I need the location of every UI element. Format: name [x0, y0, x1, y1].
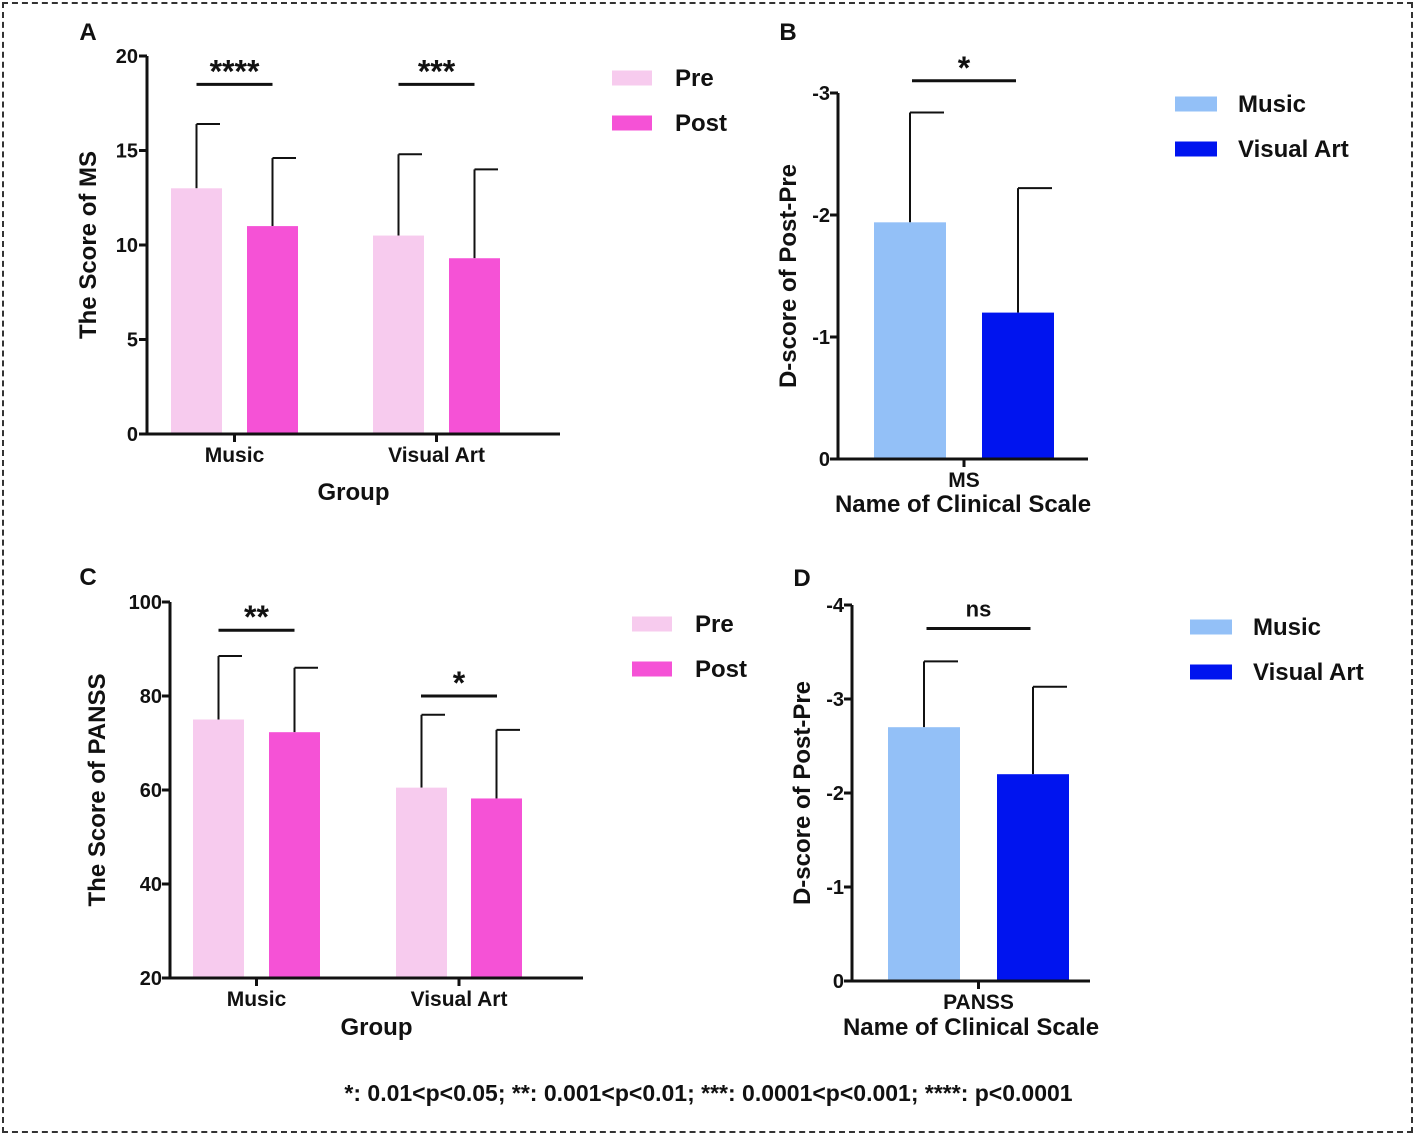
- panel-d-y-tick-label: -4: [826, 595, 845, 617]
- panel-a-significance-label: ****: [210, 53, 260, 89]
- panel-d-x-axis-title: Name of Clinical Scale: [843, 1014, 1099, 1041]
- panel-d-y-tick-label: -2: [826, 783, 844, 805]
- panel-b-bar-music-ms: [874, 222, 946, 459]
- panel-a-x-category-label: Visual Art: [388, 444, 485, 467]
- panel-d-y-tick-label: -3: [826, 689, 844, 711]
- significance-footnote: *: 0.01<p<0.05; **: 0.001<p<0.01; ***: 0…: [344, 1080, 1073, 1106]
- panel-a-significance-label: ***: [418, 53, 456, 89]
- panel-c-legend-label-pre: Pre: [695, 611, 734, 638]
- panel-b-legend-label-visual-art: Visual Art: [1238, 136, 1349, 163]
- panel-d-bar-visual-art-panss: [997, 774, 1069, 981]
- panel-c-y-axis-title: The Score of PANSS: [84, 674, 111, 907]
- panel-b-significance-label: *: [958, 50, 971, 86]
- panel-c-y-tick-label: 60: [140, 780, 162, 802]
- panel-b-x-axis-title: Name of Clinical Scale: [835, 491, 1091, 518]
- panel-d-letter: D: [793, 565, 810, 592]
- panel-d-y-tick-label: 0: [833, 971, 844, 993]
- panel-d-y-axis-title: D-score of Post-Pre: [789, 681, 816, 905]
- panel-a-x-category-label: Music: [205, 444, 265, 467]
- panel-a-legend-label-post: Post: [675, 110, 727, 137]
- panel-c-y-tick-label: 100: [129, 592, 162, 614]
- panel-a-y-tick-label: 5: [127, 330, 138, 352]
- panel-a-bar-pre-music: [171, 188, 222, 434]
- panel-c-x-category-label: Visual Art: [411, 988, 508, 1011]
- panel-d-legend-label-visual-art: Visual Art: [1253, 659, 1364, 686]
- panel-c-y-tick-label: 40: [140, 874, 162, 896]
- panel-a-legend-label-pre: Pre: [675, 65, 714, 92]
- panel-d-significance-label: ns: [966, 597, 992, 622]
- panel-d-bar-music-panss: [888, 727, 960, 981]
- panel-b-y-axis-title: D-score of Post-Pre: [775, 164, 802, 388]
- panel-a-letter: A: [79, 19, 96, 46]
- panel-b-y-tick-label: 0: [819, 449, 830, 471]
- panel-c-significance-label: *: [453, 665, 466, 701]
- panel-a-y-tick-label: 20: [116, 46, 138, 68]
- panel-c-legend-label-post: Post: [695, 656, 747, 683]
- panel-b-letter: B: [779, 19, 796, 46]
- panel-d-legend-swatch-visual-art: [1190, 664, 1232, 680]
- panel-a-bar-post-visual-art: [449, 258, 500, 434]
- panel-a-legend-swatch-pre: [612, 70, 652, 86]
- panel-c-bar-post-visual-art: [471, 798, 522, 978]
- panel-b-legend-label-music: Music: [1238, 91, 1306, 118]
- panel-a-x-axis-title: Group: [318, 479, 390, 506]
- panel-d-legend-label-music: Music: [1253, 614, 1321, 641]
- panel-c-legend-swatch-post: [632, 661, 672, 677]
- panel-b-y-tick-label: -1: [812, 327, 830, 349]
- panel-a-y-tick-label: 15: [116, 141, 138, 163]
- panel-c-x-axis-title: Group: [341, 1014, 413, 1041]
- panel-c-letter: C: [79, 564, 96, 591]
- panel-b-x-category-label: MS: [948, 469, 980, 492]
- panel-c-bar-pre-music: [193, 719, 244, 978]
- panel-c-y-tick-label: 20: [140, 968, 162, 990]
- panel-d-x-category-label: PANSS: [943, 991, 1014, 1014]
- panel-c-bar-post-music: [269, 732, 320, 978]
- panel-b-y-tick-label: -3: [812, 83, 830, 105]
- panel-a-y-tick-label: 10: [116, 235, 138, 257]
- panel-b-legend-swatch-music: [1175, 96, 1217, 112]
- panel-b-y-tick-label: -2: [812, 205, 830, 227]
- panel-c-bar-pre-visual-art: [396, 787, 447, 978]
- panel-c-significance-label: **: [244, 599, 269, 635]
- panel-a-y-axis-title: The Score of MS: [75, 151, 102, 339]
- panel-a-bar-post-music: [247, 226, 298, 434]
- panel-d-y-tick-label: -1: [826, 877, 844, 899]
- panel-c-y-tick-label: 80: [140, 686, 162, 708]
- panel-a-bar-pre-visual-art: [373, 235, 424, 434]
- panel-d-legend-swatch-music: [1190, 619, 1232, 635]
- panel-b-bar-visual-art-ms: [982, 312, 1054, 459]
- panel-c-x-category-label: Music: [227, 988, 287, 1011]
- panel-a-legend-swatch-post: [612, 115, 652, 131]
- panel-a-y-tick-label: 0: [127, 424, 138, 446]
- panel-b-legend-swatch-visual-art: [1175, 141, 1217, 157]
- panel-c-legend-swatch-pre: [632, 616, 672, 632]
